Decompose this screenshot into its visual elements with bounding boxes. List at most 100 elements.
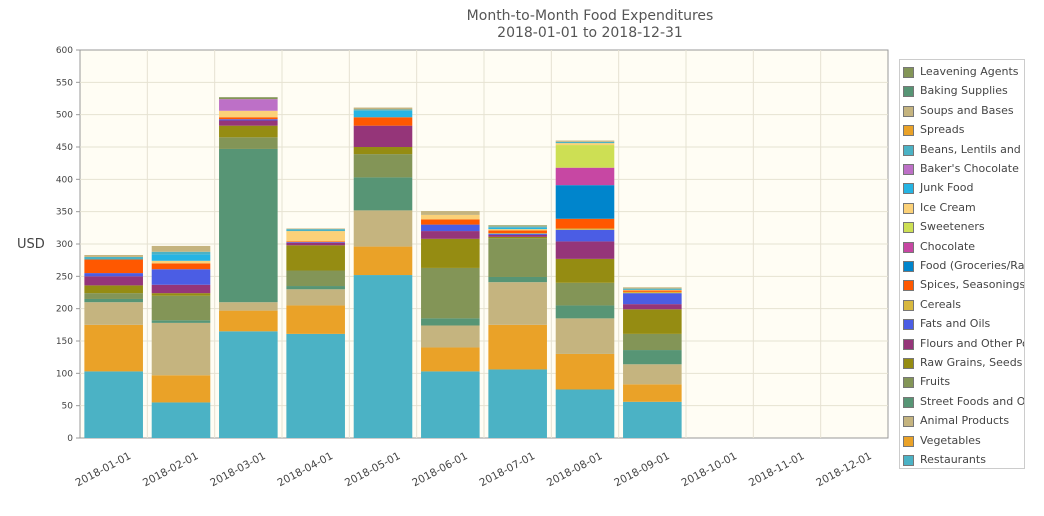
- bar-segment[interactable]: [555, 318, 615, 354]
- bar-segment[interactable]: [555, 140, 615, 142]
- bar-segment[interactable]: [219, 120, 278, 126]
- bar-segment[interactable]: [623, 290, 682, 292]
- bar-segment[interactable]: [555, 141, 615, 144]
- bar-segment[interactable]: [353, 125, 413, 147]
- bar-segment[interactable]: [488, 225, 547, 227]
- bar-segment[interactable]: [84, 276, 143, 286]
- bar-segment[interactable]: [623, 293, 682, 305]
- bar-segment[interactable]: [353, 110, 413, 118]
- legend-item[interactable]: Restaurants: [903, 452, 1024, 468]
- bar-segment[interactable]: [219, 125, 278, 138]
- legend-item[interactable]: Cereals: [903, 297, 1024, 316]
- bar-segment[interactable]: [84, 285, 143, 294]
- bar-segment[interactable]: [488, 233, 547, 234]
- bar-segment[interactable]: [84, 273, 143, 277]
- legend-item[interactable]: Ice Cream: [903, 200, 1024, 219]
- bar-segment[interactable]: [286, 231, 345, 242]
- bar-segment[interactable]: [623, 289, 682, 291]
- bar-segment[interactable]: [555, 229, 615, 242]
- bar-segment[interactable]: [353, 275, 413, 438]
- bar-segment[interactable]: [84, 298, 143, 303]
- bar-segment[interactable]: [623, 364, 682, 385]
- bar-segment[interactable]: [286, 245, 345, 271]
- bar-segment[interactable]: [488, 369, 547, 438]
- bar-segment[interactable]: [488, 226, 547, 228]
- bar-segment[interactable]: [623, 291, 682, 294]
- bar-segment[interactable]: [286, 228, 345, 230]
- bar-segment[interactable]: [151, 375, 211, 403]
- bar-segment[interactable]: [421, 347, 480, 372]
- bar-segment[interactable]: [421, 267, 480, 319]
- legend-item[interactable]: Fats and Oils: [903, 316, 1024, 335]
- bar-segment[interactable]: [84, 371, 143, 438]
- bar-segment[interactable]: [84, 302, 143, 325]
- bar-segment[interactable]: [555, 185, 615, 219]
- bar-segment[interactable]: [623, 288, 682, 290]
- bar-segment[interactable]: [286, 242, 345, 246]
- bar-segment[interactable]: [84, 254, 143, 257]
- bar-segment[interactable]: [488, 282, 547, 325]
- bar-segment[interactable]: [219, 302, 278, 311]
- bar-segment[interactable]: [421, 211, 480, 215]
- legend-item[interactable]: Street Foods and Ot: [903, 394, 1024, 413]
- legend-item[interactable]: Spreads: [903, 122, 1024, 141]
- bar-segment[interactable]: [219, 119, 278, 121]
- bar-segment[interactable]: [219, 99, 278, 111]
- bar-segment[interactable]: [623, 309, 682, 334]
- bar-segment[interactable]: [219, 331, 278, 438]
- bar-segment[interactable]: [219, 137, 278, 149]
- bar-segment[interactable]: [219, 117, 278, 120]
- bar-segment[interactable]: [353, 177, 413, 211]
- bar-segment[interactable]: [353, 109, 413, 111]
- bar-segment[interactable]: [219, 310, 278, 332]
- legend-item[interactable]: Baker's Chocolate: [903, 161, 1024, 180]
- bar-segment[interactable]: [151, 269, 211, 285]
- bar-segment[interactable]: [151, 254, 211, 261]
- bar-segment[interactable]: [84, 293, 143, 299]
- bar-segment[interactable]: [286, 305, 345, 334]
- bar-segment[interactable]: [488, 276, 547, 283]
- legend-item[interactable]: Baking Supplies: [903, 83, 1024, 102]
- bar-segment[interactable]: [151, 263, 211, 270]
- bar-segment[interactable]: [555, 167, 615, 186]
- bar-segment[interactable]: [353, 147, 413, 155]
- bar-segment[interactable]: [219, 148, 278, 303]
- bar-segment[interactable]: [421, 318, 480, 326]
- bar-segment[interactable]: [286, 229, 345, 232]
- bar-segment[interactable]: [151, 320, 211, 323]
- bar-segment[interactable]: [84, 324, 143, 372]
- bar-segment[interactable]: [623, 304, 682, 310]
- bar-segment[interactable]: [286, 286, 345, 290]
- bar-segment[interactable]: [555, 305, 615, 319]
- bar-segment[interactable]: [555, 258, 615, 283]
- bar-segment[interactable]: [286, 270, 345, 287]
- bar-segment[interactable]: [286, 289, 345, 306]
- bar-segment[interactable]: [488, 229, 547, 231]
- bar-segment[interactable]: [488, 233, 547, 235]
- bar-segment[interactable]: [353, 107, 413, 110]
- bar-segment[interactable]: [219, 110, 278, 118]
- bar-segment[interactable]: [151, 295, 211, 321]
- legend-item[interactable]: Animal Products: [903, 413, 1024, 432]
- bar-segment[interactable]: [151, 322, 211, 376]
- bar-segment[interactable]: [488, 236, 547, 239]
- bar-segment[interactable]: [353, 210, 413, 247]
- bar-segment[interactable]: [555, 282, 615, 306]
- bar-segment[interactable]: [151, 402, 211, 438]
- bar-segment[interactable]: [151, 260, 211, 264]
- bar-segment[interactable]: [286, 333, 345, 438]
- bar-segment[interactable]: [219, 97, 278, 100]
- legend-item[interactable]: Soups and Bases: [903, 103, 1024, 122]
- bar-segment[interactable]: [421, 224, 480, 232]
- bar-segment[interactable]: [488, 225, 547, 226]
- bar-segment[interactable]: [421, 371, 480, 438]
- bar-segment[interactable]: [555, 353, 615, 390]
- bar-segment[interactable]: [151, 245, 211, 252]
- bar-segment[interactable]: [421, 231, 480, 239]
- bar-segment[interactable]: [84, 256, 143, 260]
- bar-segment[interactable]: [623, 384, 682, 402]
- legend-item[interactable]: Sweeteners: [903, 219, 1024, 238]
- bar-segment[interactable]: [555, 218, 615, 229]
- bar-segment[interactable]: [623, 287, 682, 289]
- bar-segment[interactable]: [151, 284, 211, 294]
